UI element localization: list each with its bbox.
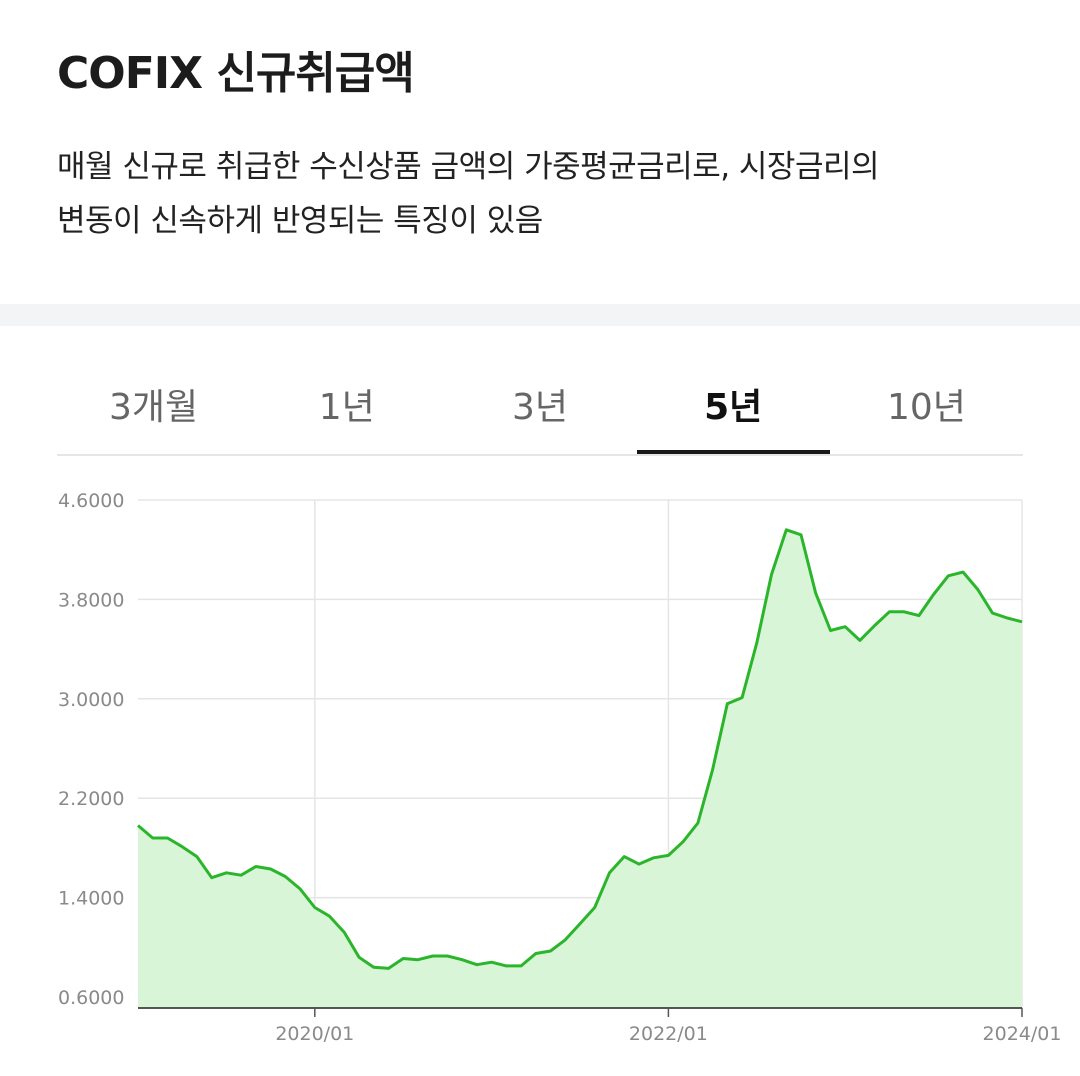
y-tick-label: 4.6000 [58,490,124,512]
series-area-fill [138,529,1022,1008]
y-tick-label: 2.2000 [58,788,124,810]
description-line-2: 변동이 신속하게 반영되는 특징이 있음 [57,203,543,239]
description-line-1: 매월 신규로 취급한 수신상품 금액의 가중평균금리로, 시장금리의 [57,149,880,185]
page-title: COFIX 신규취급액 [57,48,415,99]
series-line [137,528,1023,970]
tab-10-years[interactable]: 10년 [886,387,966,428]
x-tick-label: 2020/01 [275,1023,354,1045]
y-tick-label: 1.4000 [58,888,124,910]
period-tabs: 3개월 1년 3년 5년 10년 [57,360,1023,456]
tab-1-year[interactable]: 1년 [318,387,375,428]
page-description: 매월 신규로 취급한 수신상품 금액의 가중평균금리로, 시장금리의 변동이 신… [57,140,1037,248]
y-tick-label: 3.0000 [58,689,124,711]
y-tick-label: 3.8000 [58,589,124,611]
tabs-underline [57,454,1023,456]
section-divider [0,304,1080,326]
y-tick-label: 0.6000 [58,987,124,1009]
x-tick-label: 2022/01 [629,1023,708,1045]
tab-3-months[interactable]: 3개월 [109,387,199,428]
tab-5-years[interactable]: 5년 [636,360,831,456]
cofix-rate-chart: 4.6000 3.8000 3.0000 2.2000 1.4000 0.6000 2020… [58,490,1062,1045]
tab-3-years[interactable]: 3년 [511,387,569,428]
x-tick-label: 2024/01 [983,1023,1062,1045]
